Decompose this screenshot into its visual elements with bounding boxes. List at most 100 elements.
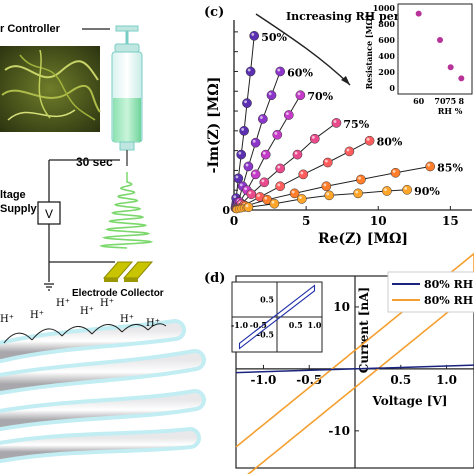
d-legend-label: 80% RH P [424, 294, 474, 307]
d-x-axis-label: Voltage [V] [372, 394, 448, 408]
c-data-point [269, 198, 280, 209]
fiber-whip-icon [99, 180, 154, 249]
panel-d-legend: 80% RH P 80% RH P [387, 271, 474, 313]
c-point-highlight [264, 196, 268, 200]
c-data-point [245, 66, 256, 77]
panel-d-series [235, 252, 474, 474]
d-inset-x-tick: 1.0 [308, 320, 322, 330]
voltmeter-icon [37, 201, 61, 225]
c-point-highlight [294, 151, 298, 155]
c-inset-point [458, 75, 465, 82]
panel-d-inset: -1.0 -0.5 0.5 1.00.5-0.5 [231, 281, 323, 353]
c-point-highlight [366, 137, 370, 141]
c-inset-x-tick: 8 [459, 96, 465, 106]
c-data-point [331, 118, 342, 128]
d-orange-iv-curve [235, 252, 474, 474]
c-inset-y-tick: 600 [378, 35, 395, 45]
panel-c-tag: (c) [204, 5, 224, 20]
c-point-highlight [235, 175, 239, 179]
c-point-highlight [324, 159, 328, 163]
d-inset-x-tick: 0.5 [289, 320, 303, 330]
c-data-point [243, 202, 254, 213]
c-data-point [239, 125, 249, 136]
d-inset-y-tick: 0.5 [260, 295, 274, 305]
d-x-tick-label: -1.0 [251, 373, 277, 387]
c-y-tick-label: 0 [222, 204, 230, 217]
c-point-highlight [326, 192, 330, 196]
c-x-tick-label: 0 [230, 214, 238, 228]
d-y-tick-label: 10 [333, 300, 350, 314]
c-data-point [246, 189, 257, 200]
arrow-head-icon [341, 76, 350, 85]
c-data-point [272, 129, 283, 140]
d-inset-iv-curve [238, 284, 316, 350]
c-point-highlight [261, 179, 265, 183]
c-data-point [266, 90, 277, 101]
c-point-highlight [277, 183, 281, 187]
c-data-point [324, 190, 335, 201]
c-point-highlight [358, 176, 361, 180]
c-data-point [344, 146, 355, 157]
hopping-arrows [3, 323, 167, 344]
d-legend-label: 80% RH P [424, 278, 474, 291]
c-data-point [321, 181, 332, 192]
proton-label: H⁺ [120, 314, 134, 325]
syringe-icon [111, 25, 143, 166]
c-x-tick-label: 10 [370, 214, 387, 228]
c-inset-x-tick: 60 [413, 96, 425, 106]
panel-c-inset: 1000 800 600 400 200 0 60 70 75 8 Resistance [MΩ] R… [364, 3, 473, 116]
c-data-point [298, 169, 309, 180]
c-point-highlight [247, 68, 251, 72]
panel-c-axes: 0 5 10 15 0 Re(Z) [MΩ] -Im(Z) [MΩ] [206, 20, 472, 247]
c-point-highlight [404, 187, 408, 190]
c-data-point [292, 149, 303, 160]
proton-label: H⁺ [56, 298, 70, 309]
d-x-tick-label: 0.5 [390, 373, 411, 387]
proton-fibers-illustration: H⁺ H⁺ H⁺ H⁺ H⁺ H⁺ H⁺ [0, 298, 206, 463]
c-inset-y-tick: 1000 [373, 3, 396, 13]
d-x-tick-label: 1.0 [436, 373, 457, 387]
d-inset-x-tick: -1.0 [231, 320, 249, 330]
proton-label: H⁺ [146, 318, 160, 329]
c-inset-y-tick: 400 [378, 51, 395, 61]
c-point-highlight [238, 151, 242, 155]
proton-label: H⁺ [80, 306, 94, 317]
c-data-point [364, 135, 375, 146]
c-data-point [236, 149, 247, 160]
c-point-highlight [297, 92, 301, 96]
c-point-highlight [323, 183, 327, 187]
c-point-highlight [245, 204, 249, 208]
c-data-point [250, 137, 261, 148]
d-legend-box [387, 271, 474, 313]
c-point-highlight [346, 148, 350, 152]
c-point-highlight [244, 100, 247, 104]
c-series-label: 90% [414, 185, 440, 198]
proton-label: H⁺ [100, 298, 114, 309]
c-inset-point [415, 10, 422, 17]
c-data-point [275, 163, 286, 174]
fiber-photo [0, 46, 101, 132]
c-point-highlight [300, 171, 304, 175]
c-series-label: 60% [287, 66, 313, 79]
c-point-highlight [244, 187, 247, 191]
c-data-point [250, 169, 261, 180]
c-point-highlight [286, 112, 289, 115]
c-point-highlight [277, 165, 281, 169]
c-inset-y-tick: 200 [378, 67, 395, 77]
panel-d-tag: (d) [204, 271, 225, 286]
electrode-collector-icon [102, 261, 154, 282]
c-y-axis-label: -Im(Z) [MΩ] [206, 77, 222, 174]
d-inset-y-tick: -0.5 [257, 330, 274, 340]
c-inset-point [447, 64, 454, 71]
c-point-highlight [239, 183, 243, 187]
c-point-highlight [262, 151, 266, 155]
c-data-point [260, 149, 271, 160]
c-point-highlight [257, 194, 260, 197]
proton-label: H⁺ [30, 310, 44, 321]
c-point-highlight [260, 116, 263, 119]
c-inset-y-tick: 0 [389, 83, 395, 93]
panel-c-series: 50% 60% 70% 75% 80% 85% 90% [230, 31, 463, 214]
controller-label: r Controller [0, 23, 61, 35]
